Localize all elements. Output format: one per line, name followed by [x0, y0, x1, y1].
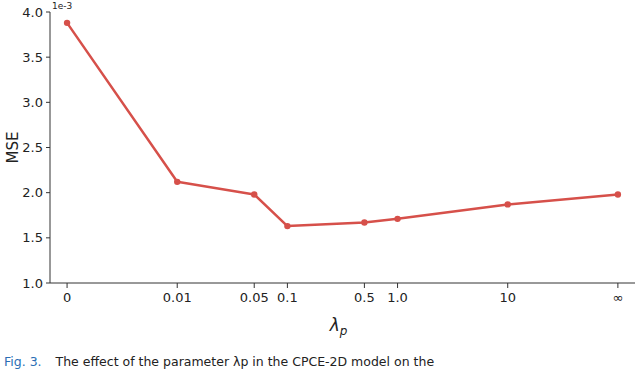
caption-label: Fig. 3.: [4, 354, 42, 369]
x-tick-label: 0.1: [277, 290, 298, 305]
x-tick: [254, 283, 255, 288]
marker: [361, 219, 367, 225]
y-axis-label: MSE: [4, 132, 22, 164]
x-tick-label: 1.0: [387, 290, 408, 305]
y-tick: [46, 12, 50, 13]
x-tick-label: 10: [499, 290, 516, 305]
x-tick-label: 0: [63, 290, 71, 305]
y-tick-label: 2.5: [22, 140, 43, 155]
line: [67, 23, 618, 226]
marker: [251, 191, 257, 197]
x-tick: [397, 283, 398, 288]
marker: [505, 201, 511, 207]
marker: [284, 223, 290, 229]
x-tick-label: 0.05: [240, 290, 269, 305]
chart: 1.0 1.5 2.0 2.5 3.0 3.5 4.0 0 0.01 0.05 0.1 0.5 1.0 1…: [0, 0, 640, 373]
x-tick-label: ∞: [612, 290, 623, 305]
y-tick-label: 1.5: [22, 230, 43, 245]
x-tick: [287, 283, 288, 288]
y-tick-label: 3.0: [22, 95, 43, 110]
x-tick: [507, 283, 508, 288]
y-tick: [46, 147, 50, 148]
x-tick: [617, 283, 618, 288]
y-tick-label: 3.5: [22, 50, 43, 65]
marker: [394, 216, 400, 222]
marker: [174, 179, 180, 185]
plot-area: [64, 20, 621, 230]
x-tick-label: 0.01: [163, 290, 192, 305]
y-tick: [46, 283, 50, 284]
y-offset-label: 1e-3: [52, 1, 72, 11]
y-tick: [46, 102, 50, 103]
x-axis-line: [50, 283, 635, 284]
y-tick: [46, 192, 50, 193]
caption: Fig. 3.The effect of the parameter λp in…: [4, 354, 434, 369]
marker: [615, 191, 621, 197]
x-tick: [364, 283, 365, 288]
y-tick-label: 1.0: [22, 276, 43, 291]
y-tick-label: 4.0: [22, 5, 43, 20]
x-tick-label: 0.5: [354, 290, 375, 305]
x-tick: [177, 283, 178, 288]
y-tick: [46, 57, 50, 58]
marker: [64, 20, 70, 26]
y-tick: [46, 237, 50, 238]
x-axis-label: λp: [329, 315, 348, 338]
x-tick: [67, 283, 68, 288]
y-tick-label: 2.0: [22, 185, 43, 200]
